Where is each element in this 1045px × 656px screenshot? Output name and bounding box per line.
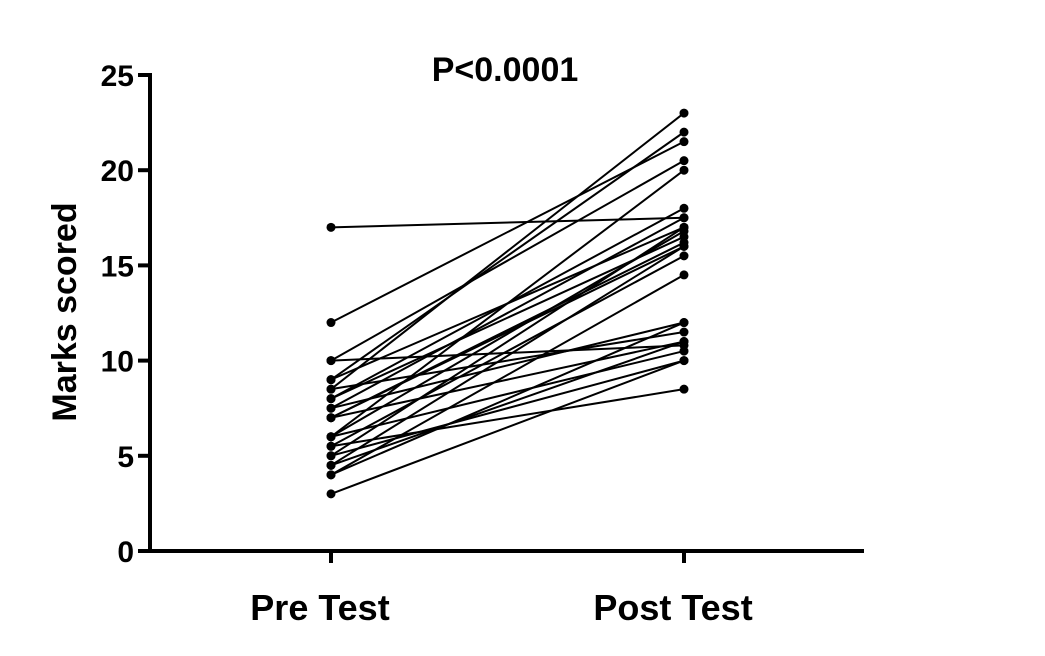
pre-test-point-1 [326,222,336,232]
post-test-point-19 [679,251,689,261]
pair-line-1 [330,216,685,229]
pair-line-20 [330,388,685,448]
pre-test-point-18 [326,432,336,442]
post-test-point-8 [679,327,689,337]
post-test-point-21 [679,222,689,232]
pair-line-14 [330,340,685,419]
pre-test-point-6 [326,375,336,385]
pair-line-18 [330,350,685,438]
pre-test-point-4 [326,356,336,366]
pre-test-point-26 [326,470,336,480]
chart-title: P<0.0001 [432,51,579,89]
paired-lines-layer [330,112,685,495]
pair-line-26 [330,321,685,476]
y-tick-label-5: 5 [117,441,134,474]
y-tick-label-25: 25 [101,60,134,93]
post-test-point-2 [679,137,689,147]
pre-test-point-27 [326,489,336,499]
post-test-point-11 [679,213,689,223]
pair-line-8 [330,331,685,391]
pair-line-19 [330,254,685,448]
post-test-point-4 [679,156,689,166]
pre-test-point-8 [326,384,336,394]
post-test-point-26 [679,318,689,328]
pair-line-25 [330,274,685,476]
post-test-point-20 [679,384,689,394]
post-test-point-23 [679,241,689,251]
pair-line-2 [330,140,685,324]
x-category-label-1: Pre Test [250,587,389,628]
post-test-point-18 [679,346,689,356]
pre-test-point-24 [326,460,336,470]
post-test-point-24 [679,337,689,347]
pair-line-4 [330,159,685,362]
post-test-point-5 [679,127,689,137]
pair-line-23 [330,245,685,467]
pair-line-27 [330,359,685,495]
y-tick-label-0: 0 [117,536,134,569]
pair-line-17 [330,169,685,438]
post-test-point-9 [679,203,689,213]
pre-test-point-12 [326,403,336,413]
y-tick-label-20: 20 [101,155,134,188]
post-test-point-27 [679,356,689,366]
x-category-label-2: Post Test [593,587,752,628]
post-test-point-17 [679,165,689,175]
data-points-layer [326,108,689,499]
pre-test-point-22 [326,451,336,461]
pre-test-point-20 [326,441,336,451]
pair-line-11 [330,216,685,410]
pair-line-5 [330,131,685,381]
pair-line-10 [330,235,685,400]
post-test-point-25 [679,270,689,280]
pair-line-7 [330,112,685,390]
y-tick-label-10: 10 [101,346,134,379]
pre-test-point-15 [326,413,336,423]
pair-line-12 [330,321,685,410]
pair-line-24 [330,340,685,467]
pair-line-15 [330,241,685,419]
pair-line-22 [330,359,685,457]
pre-test-point-2 [326,318,336,328]
pre-test-point-10 [326,394,336,404]
y-tick-label-15: 15 [101,250,134,283]
post-test-point-7 [679,108,689,118]
y-axis-label: Marks scored [46,202,84,421]
pair-line-21 [330,226,685,457]
axes-layer: 0 5 10 15 20 25 Pre Test Post Test [101,60,864,628]
